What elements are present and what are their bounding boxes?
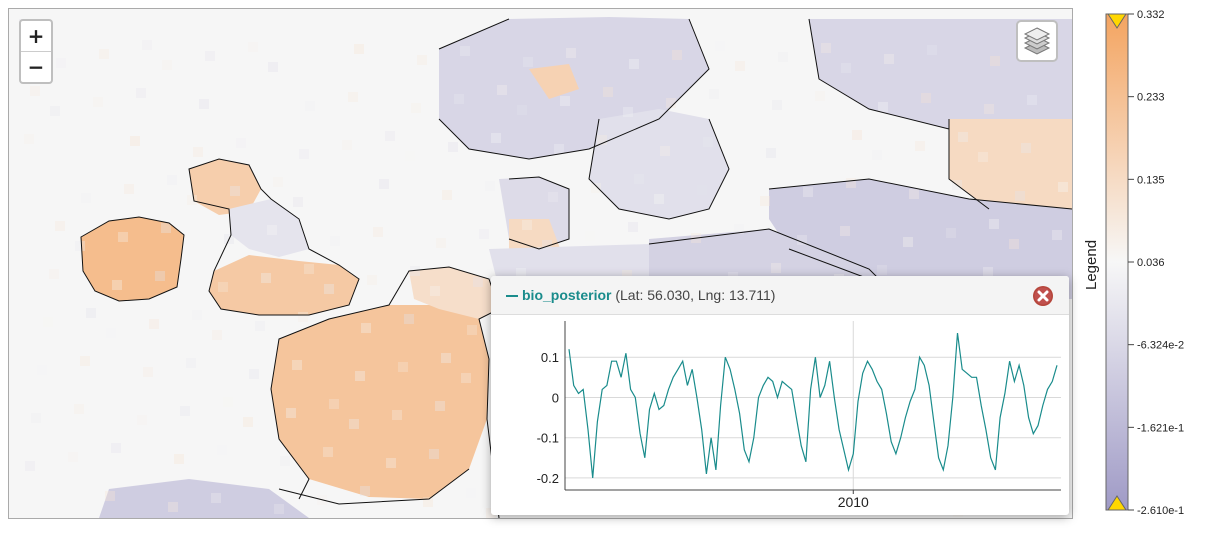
y-tick-label: -0.1 bbox=[537, 431, 559, 446]
popup-title: bio_posterior (Lat: 56.030, Lng: 13.711) bbox=[506, 287, 775, 303]
map-view[interactable]: + − bbox=[8, 8, 1073, 519]
map-canvas[interactable] bbox=[9, 9, 1072, 518]
layers-button[interactable] bbox=[1016, 20, 1058, 62]
close-icon[interactable] bbox=[1032, 285, 1054, 307]
legend-tick-label: -1.621e-1 bbox=[1137, 422, 1184, 434]
legend-max-arrow bbox=[1107, 13, 1127, 29]
zoom-control: + − bbox=[19, 19, 53, 84]
series-swatch bbox=[506, 295, 518, 298]
plot-area bbox=[565, 321, 1061, 490]
popup-header: bio_posterior (Lat: 56.030, Lng: 13.711) bbox=[491, 276, 1069, 315]
layers-icon bbox=[1023, 27, 1051, 55]
zoom-in-button[interactable]: + bbox=[27, 24, 45, 48]
series-name: bio_posterior bbox=[522, 287, 612, 303]
y-tick-label: 0.1 bbox=[541, 350, 559, 365]
legend-colorbar bbox=[1105, 13, 1129, 511]
y-tick-label: -0.2 bbox=[537, 471, 559, 486]
series-line bbox=[568, 333, 1058, 478]
timeseries-chart: 0.1 0 -0.1 -0.2 2010 bbox=[537, 321, 1061, 510]
x-tick-label: 2010 bbox=[838, 494, 869, 510]
legend-tick-label: 0.135 bbox=[1137, 174, 1165, 186]
legend-tick-label: -2.610e-1 bbox=[1137, 505, 1184, 517]
popup-coordinates: (Lat: 56.030, Lng: 13.711) bbox=[615, 287, 776, 303]
zoom-out-button[interactable]: − bbox=[21, 51, 51, 82]
timeseries-popup: bio_posterior (Lat: 56.030, Lng: 13.711)… bbox=[491, 276, 1069, 515]
legend-tick-label: -6.324e-2 bbox=[1137, 340, 1184, 352]
legend-min-arrow bbox=[1107, 495, 1127, 511]
legend-tick-label: 0.036 bbox=[1137, 257, 1165, 269]
y-tick-label: 0 bbox=[552, 390, 559, 405]
color-legend: 0.332 0.233 0.135 0.036 -6.324e-2 -1.621e-1 -2… bbox=[1105, 9, 1184, 517]
legend-title: Legend bbox=[1083, 239, 1100, 290]
legend-tick-label: 0.233 bbox=[1137, 92, 1165, 104]
legend-tick-label: 0.332 bbox=[1137, 9, 1165, 21]
